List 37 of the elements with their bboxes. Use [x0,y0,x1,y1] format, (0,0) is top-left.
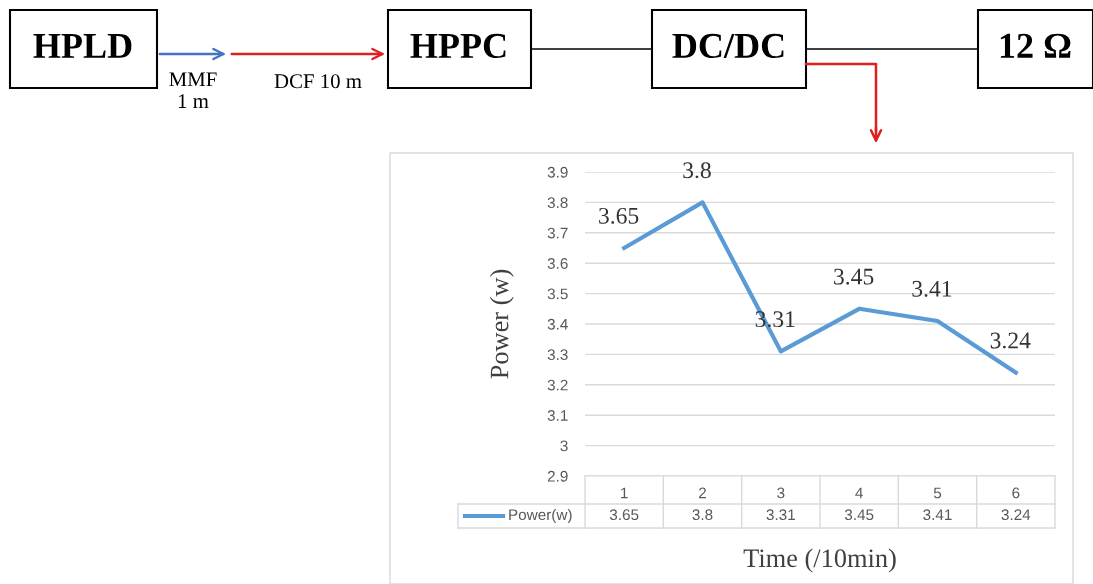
y-axis-title: Power (w) [489,269,514,379]
text: 3.41 [923,509,952,521]
text: 3.31 [766,509,795,521]
text: 12 Ω [1000,33,1071,58]
y-tick-label: 3.2 [547,379,568,391]
text: DCF 10 m [274,74,362,89]
y-tick-label: 3.3 [547,349,568,361]
data-label: 3.45 [834,268,874,285]
legend-label: Power(w) [509,508,572,524]
data-label: 3.8 [683,162,711,179]
data-label: 3.41 [912,280,952,297]
x-tick-label: 5 [933,487,942,499]
text: 3.24 [1001,509,1031,521]
x-tick-label: 2 [699,487,706,499]
y-tick-label: 3.5 [547,288,568,300]
y-tick-label: 3.1 [547,410,568,421]
x-tick-label: 4 [855,487,863,499]
data-label: 3.24 [990,332,1031,349]
text: HPPC [410,33,506,59]
y-tick-label: 3.9 [547,166,568,178]
text: MMF 1 m [169,72,217,108]
x-tick-label: 6 [1012,487,1020,499]
x-tick-label: 3 [777,487,785,499]
text: 3.65 [609,509,639,521]
text: DC/DC [672,33,784,59]
x-tick-label: 1 [621,487,628,499]
y-tick-label: 3.4 [547,318,568,330]
y-tick-label: 3.6 [547,258,568,269]
y-tick-label: 3 [560,440,568,452]
x-axis-title: Time (/10min) [743,548,896,573]
data-label: 3.65 [599,207,639,224]
text: HPLD [33,34,132,58]
y-tick-label: 2.9 [547,470,568,482]
y-tick-label: 3.8 [547,197,568,209]
y-tick-label: 3.7 [547,227,568,239]
text: 3.8 [692,509,713,521]
text: 3.45 [844,509,874,521]
